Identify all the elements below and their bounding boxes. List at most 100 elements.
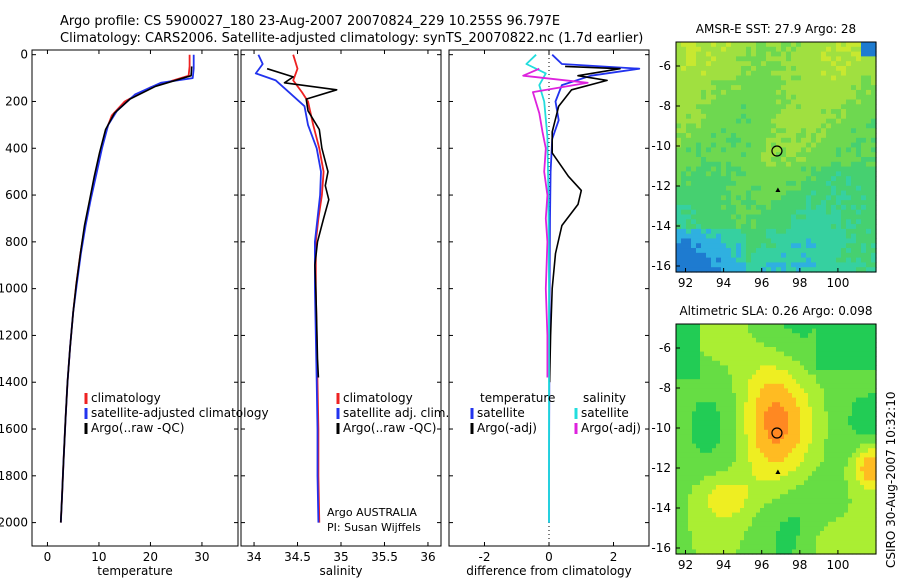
heatmap-cell [684, 370, 689, 376]
heatmap-cell [688, 383, 693, 389]
heatmap-cell [676, 94, 682, 101]
heatmap-cell [771, 185, 777, 192]
heatmap-cell [676, 42, 682, 48]
heatmap-cell [776, 526, 781, 532]
heatmap-cell [676, 243, 682, 249]
heatmap-cell [724, 393, 729, 399]
heatmap-cell [716, 224, 722, 230]
heatmap-cell [792, 374, 797, 380]
heatmap-cell [686, 195, 692, 201]
heatmap-cell [760, 397, 765, 403]
heatmap-cell [732, 531, 737, 537]
heatmap-cell [776, 248, 782, 254]
heatmap-cell [860, 429, 865, 435]
heatmap-cell [746, 137, 752, 144]
heatmap-cell [828, 406, 833, 412]
heatmap-cell [868, 337, 873, 343]
heatmap-cell [811, 152, 817, 158]
heatmap-cell [731, 243, 737, 249]
heatmap-cell [831, 166, 837, 172]
heatmap-cell [676, 420, 681, 426]
heatmap-cell [748, 406, 753, 412]
heatmap-cell [696, 508, 701, 514]
heatmap-cell [776, 94, 782, 101]
heatmap-cell [812, 333, 817, 339]
heatmap-cell [826, 238, 832, 244]
heatmap-cell [800, 434, 805, 440]
heatmap-cell [848, 333, 853, 339]
heatmap-cell [804, 425, 809, 431]
heatmap-cell [740, 526, 745, 532]
heatmap-cell [712, 489, 717, 495]
heatmap-cell [760, 448, 765, 454]
heatmap-cell [712, 406, 717, 412]
heatmap-cell [866, 262, 872, 268]
heatmap-cell [856, 94, 862, 101]
heatmap-cell [711, 238, 717, 244]
heatmap-cell [761, 147, 767, 153]
heatmap-cell [766, 180, 772, 187]
heatmap-cell [696, 267, 702, 273]
heatmap-cell [804, 365, 809, 371]
heatmap-cell [696, 370, 701, 376]
heatmap-cell [824, 333, 829, 339]
heatmap-cell [772, 425, 777, 431]
heatmap-cell [740, 471, 745, 477]
heatmap-cell [761, 214, 767, 220]
heatmap-cell [781, 209, 787, 216]
legend-label: Argo(..raw -QC) [343, 421, 436, 435]
heatmap-cell [764, 475, 769, 481]
heatmap-cell [684, 365, 689, 371]
heatmap-cell [696, 46, 702, 53]
heatmap-cell [766, 118, 772, 125]
heatmap-cell [684, 347, 689, 353]
heatmap-cell [836, 185, 842, 192]
heatmap-cell [752, 480, 757, 486]
heatmap-cell [716, 147, 722, 153]
heatmap-cell [806, 195, 812, 201]
heatmap-cell [841, 248, 847, 254]
heatmap-cell [860, 439, 865, 445]
heatmap-cell [724, 503, 729, 509]
heatmap-cell [851, 161, 857, 168]
heatmap-cell [852, 402, 857, 408]
heatmap-cell [871, 147, 877, 153]
heatmap-cell [724, 324, 729, 330]
heatmap-cell [801, 56, 807, 62]
heatmap-cell [726, 267, 732, 273]
heatmap-cell [686, 157, 692, 163]
heatmap-cell [692, 402, 697, 408]
heatmap-cell [728, 402, 733, 408]
heatmap-cell [840, 429, 845, 435]
heatmap-cell [721, 195, 727, 201]
x-tick-label: 96 [754, 276, 769, 290]
heatmap-cell [804, 549, 809, 555]
heatmap-cell [676, 406, 681, 412]
heatmap-cell [812, 540, 817, 546]
heatmap-cell [796, 356, 801, 362]
heatmap-cell [796, 457, 801, 463]
heatmap-cell [700, 526, 705, 532]
heatmap-cell [811, 51, 817, 57]
heatmap-cell [792, 411, 797, 417]
heatmap-cell [768, 374, 773, 380]
heatmap-cell [732, 508, 737, 514]
heatmap-cell [684, 457, 689, 463]
heatmap-cell [831, 209, 837, 216]
heatmap-cell [826, 161, 832, 168]
heatmap-cell [840, 475, 845, 481]
heatmap-cell [720, 448, 725, 454]
heatmap-cell [761, 99, 767, 105]
heatmap-cell [736, 89, 742, 96]
heatmap-cell [756, 171, 762, 177]
heatmap-cell [746, 248, 752, 254]
heatmap-cell [821, 228, 827, 235]
heatmap-cell [788, 498, 793, 504]
heatmap-cell [704, 452, 709, 458]
heatmap-cell [776, 190, 782, 196]
heatmap-cell [776, 267, 782, 273]
heatmap-cell [856, 370, 861, 376]
y-tick-label: 1800 [0, 469, 28, 483]
heatmap-cell [841, 243, 847, 249]
heatmap-cell [688, 439, 693, 445]
